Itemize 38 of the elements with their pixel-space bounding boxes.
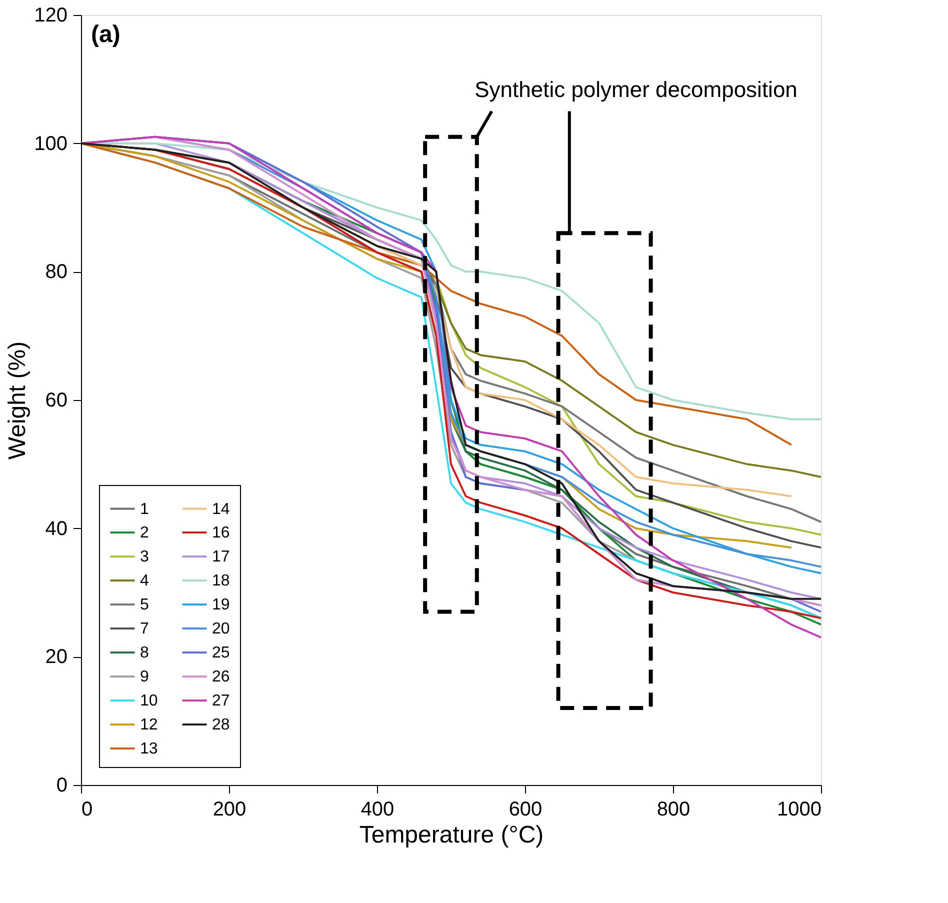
x-tick-label: 400: [360, 798, 394, 820]
legend-label: 18: [212, 572, 230, 590]
x-tick-label: 1000: [777, 798, 822, 820]
y-axis-title: Weight (%): [4, 341, 32, 460]
x-tick-label: 800: [656, 798, 690, 820]
legend-label: 1: [140, 500, 149, 518]
legend-label: 14: [212, 500, 230, 518]
legend-label: 17: [212, 548, 230, 566]
legend-label: 4: [140, 572, 149, 590]
legend-label: 12: [140, 716, 158, 734]
legend-label: 5: [140, 596, 149, 614]
legend-label: 28: [212, 716, 230, 734]
legend-label: 13: [140, 740, 158, 758]
y-tick-label: 40: [45, 518, 68, 540]
x-tick-label: 600: [508, 798, 542, 820]
legend-label: 19: [212, 596, 230, 614]
legend-label: 26: [212, 668, 230, 686]
legend-label: 10: [140, 692, 158, 710]
x-tick-label: 200: [212, 798, 246, 820]
annotation: Synthetic polymer decomposition: [474, 77, 798, 102]
legend-label: 16: [212, 524, 230, 542]
y-tick-label: 100: [34, 132, 68, 155]
legend-label: 3: [140, 548, 149, 566]
legend-label: 25: [212, 644, 230, 662]
x-tick-label: 0: [82, 798, 93, 820]
y-tick-label: 80: [45, 261, 68, 284]
legend-label: 27: [212, 692, 230, 710]
legend-label: 9: [140, 668, 149, 686]
y-tick-label: 120: [34, 4, 68, 26]
legend-label: 8: [140, 644, 149, 662]
x-axis-title: Temperature (°C): [359, 822, 544, 848]
legend-label: 7: [140, 620, 149, 638]
y-tick-label: 60: [45, 390, 68, 412]
legend-label: 2: [140, 524, 149, 542]
y-tick-label: 20: [45, 646, 68, 668]
annotation: (a): [91, 21, 120, 48]
y-tick-label: 0: [56, 774, 68, 796]
legend-label: 20: [212, 620, 230, 638]
